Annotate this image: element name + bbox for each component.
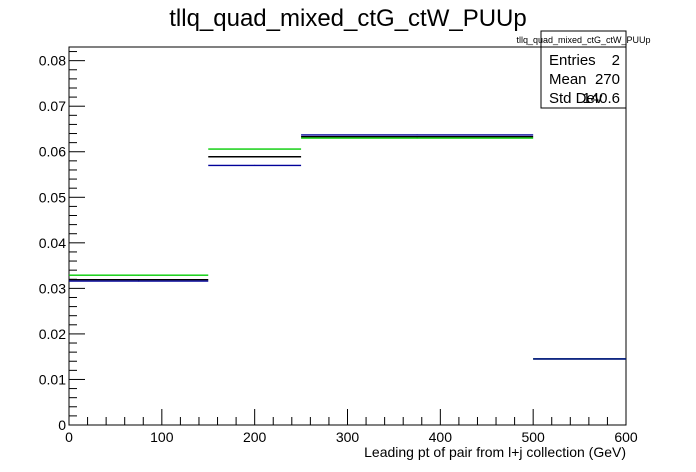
series-0-bin-1-marker <box>254 156 256 158</box>
series-1-bin-2-marker <box>416 137 418 139</box>
series-1-bin-1-marker <box>254 148 256 150</box>
series-1-bin-0-marker <box>138 274 140 276</box>
stats-row-label: Mean <box>549 71 587 88</box>
stats-row-label: Entries <box>549 52 596 69</box>
stats-row-value: 140.6 <box>582 90 620 107</box>
series-2-bin-0-marker <box>138 280 140 282</box>
x-axis-title: Leading pt of pair from l+j collection (… <box>364 444 626 460</box>
stats-row-value: 270 <box>595 71 620 88</box>
x-tick-label: 200 <box>243 429 267 445</box>
y-tick-label: 0.05 <box>39 189 66 205</box>
y-tick-label: 0 <box>58 417 66 433</box>
y-tick-label: 0.01 <box>39 371 66 387</box>
y-tick-label: 0.08 <box>39 53 66 69</box>
series-2-bin-1-marker <box>254 164 256 166</box>
y-tick-label: 0.04 <box>39 235 66 251</box>
stats-row-label: Std Dev <box>549 90 603 107</box>
series-2-bin-3-marker <box>579 358 581 360</box>
series-2-bin-2-marker <box>416 134 418 136</box>
x-tick-label: 100 <box>150 429 174 445</box>
y-tick-label: 0.07 <box>39 98 66 114</box>
stats-box-frame <box>540 30 627 109</box>
x-tick-label: 0 <box>65 429 73 445</box>
y-tick-label: 0.02 <box>39 326 66 342</box>
x-tick-label: 300 <box>336 429 360 445</box>
series-0-bin-2-marker <box>416 136 418 138</box>
x-tick-label: 500 <box>521 429 545 445</box>
x-tick-label: 600 <box>614 429 638 445</box>
chart-title: tllq_quad_mixed_ctG_ctW_PUUp <box>169 5 527 32</box>
series-0-bin-0-marker <box>138 279 140 281</box>
stats-row-value: 2 <box>612 52 620 69</box>
y-tick-label: 0.03 <box>39 280 66 296</box>
plot-area: 0 0.01 0.02 0.03 0.04 0.05 0.06 0.07 0.08 0 100 200… <box>39 46 638 445</box>
stats-box-title: tllq_quad_mixed_ctG_ctW_PUUp <box>516 35 650 45</box>
x-tick-label: 400 <box>429 429 453 445</box>
y-tick-label: 0.06 <box>39 144 66 160</box>
stats-box: tllq_quad_mixed_ctG_ctW_PUUp Entries 2 Mean… <box>516 30 651 109</box>
